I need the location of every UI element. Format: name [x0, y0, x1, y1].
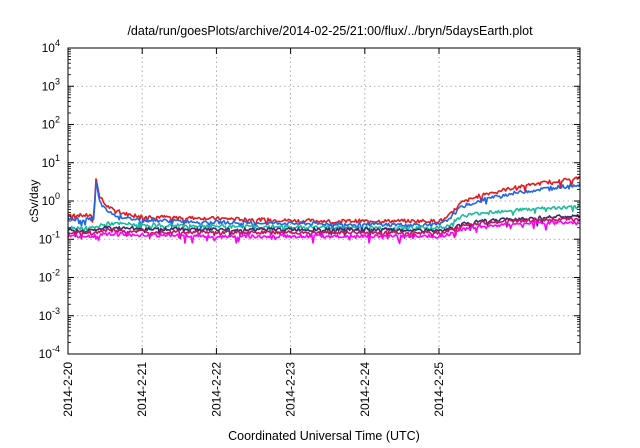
y-tick-label: 102	[42, 115, 60, 132]
x-tick-label: 2014-2-23	[284, 362, 298, 417]
series-line	[67, 220, 581, 245]
y-ticks: 10-4 10-3 10-2 10-1 100 101 102 103 104	[39, 38, 580, 361]
x-axis-label: Coordinated Universal Time (UTC)	[228, 429, 420, 443]
chart-title: /data/run/goesPlots/archive/2014-02-25/2…	[127, 24, 533, 38]
series-line	[67, 213, 581, 238]
y-tick-label: 100	[42, 191, 60, 208]
x-tick-label: 2014-2-20	[61, 362, 75, 417]
y-axis-label: cSv/day	[27, 180, 41, 223]
y-tick-label: 10-1	[39, 229, 60, 246]
series-line	[67, 181, 581, 234]
series-group	[67, 175, 581, 245]
x-tick-label: 2014-2-25	[432, 362, 446, 417]
x-tick-label: 2014-2-22	[209, 362, 223, 417]
y-tick-label: 104	[42, 38, 60, 55]
x-tick-label: 2014-2-21	[135, 362, 149, 417]
y-tick-label: 103	[42, 76, 60, 93]
series-line	[67, 175, 581, 226]
y-tick-label: 10-3	[39, 306, 60, 323]
y-tick-label: 101	[42, 153, 60, 170]
x-ticks: 2014-2-20 2014-2-21 2014-2-22 2014-2-23 2014…	[61, 48, 446, 417]
y-tick-label: 10-2	[39, 268, 60, 285]
x-tick-label: 2014-2-24	[358, 362, 372, 417]
grid	[68, 48, 580, 354]
series-line	[67, 204, 581, 236]
y-tick-label: 10-4	[39, 344, 60, 361]
